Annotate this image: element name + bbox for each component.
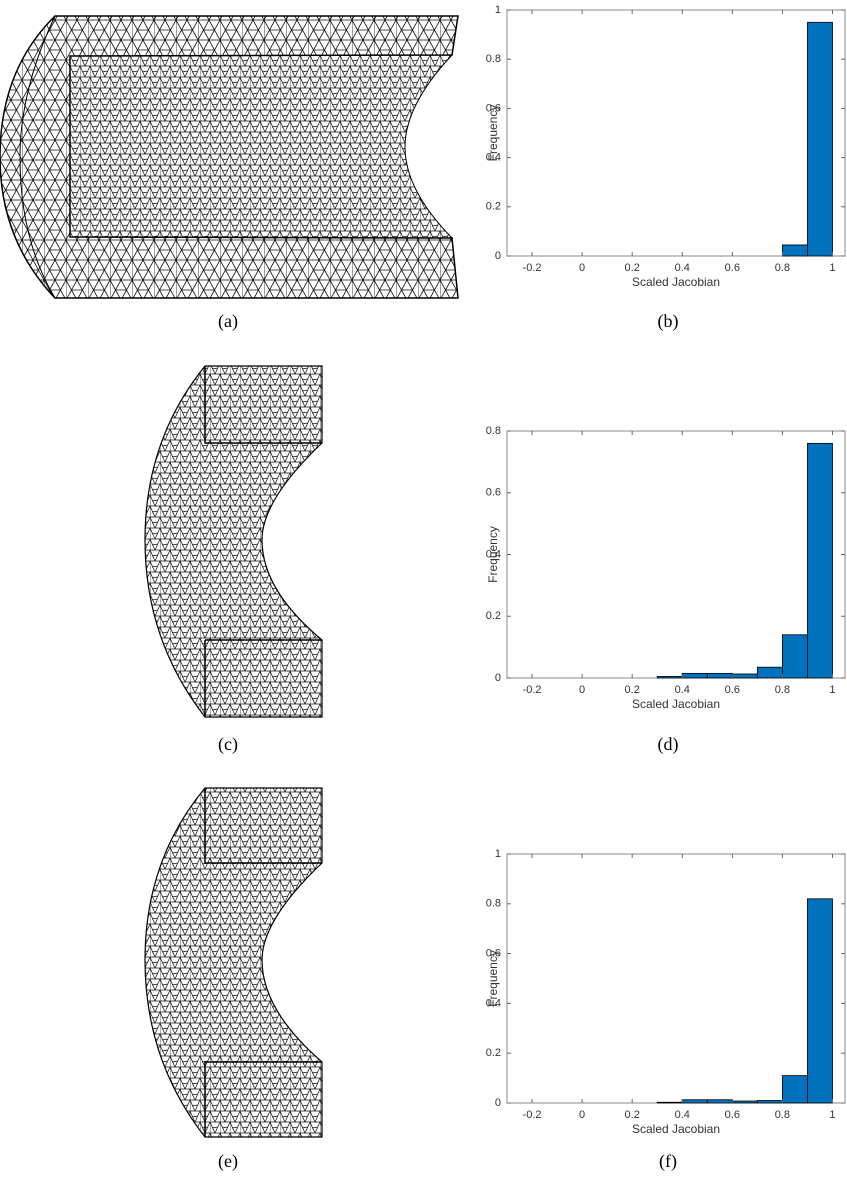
x-tick-label: 0.2 <box>625 262 640 274</box>
bar <box>706 672 733 679</box>
bar <box>656 1101 683 1104</box>
bar <box>731 1100 758 1104</box>
y-tick-label: 1 <box>495 4 501 16</box>
x-tick-label: 0 <box>579 262 585 274</box>
y-tick-label: 0.6 <box>486 102 501 114</box>
bar <box>656 676 683 679</box>
x-tick-label: 0.4 <box>675 684 690 696</box>
x-tick-label: 0 <box>579 1109 585 1121</box>
y-tick-label: 0.6 <box>486 948 501 960</box>
bar <box>681 672 708 679</box>
caption: (d) <box>658 734 679 755</box>
y-tick-label: 0.6 <box>486 487 501 499</box>
x-tick-label: 1 <box>829 1109 835 1121</box>
x-tick-label: 1 <box>829 262 835 274</box>
x-tick-label: -0.2 <box>523 1109 542 1121</box>
y-tick-label: 0.4 <box>486 997 501 1009</box>
bar <box>681 1099 708 1104</box>
y-axis-label: Frequency <box>486 950 500 1007</box>
x-tick-label: -0.2 <box>523 684 542 696</box>
bar <box>756 1100 783 1104</box>
x-tick-label: 0.8 <box>775 262 790 274</box>
bar <box>706 1099 733 1104</box>
x-tick-label: 0.8 <box>775 684 790 696</box>
caption: (c) <box>218 734 238 755</box>
bar <box>756 666 783 679</box>
bar <box>782 244 808 257</box>
y-tick-label: 0.4 <box>486 152 501 164</box>
x-tick-label: 0.6 <box>725 684 740 696</box>
bar <box>731 673 758 679</box>
x-tick-label: 0.4 <box>675 1109 690 1121</box>
x-tick-label: 0.2 <box>625 1109 640 1121</box>
y-tick-label: 0.8 <box>486 53 501 65</box>
y-tick-label: 0.2 <box>486 610 501 622</box>
y-axis-label: Frequency <box>486 105 500 162</box>
x-tick-label: 0.4 <box>675 262 690 274</box>
y-tick-label: 0.2 <box>486 201 501 213</box>
bar <box>807 898 833 1104</box>
bar <box>807 21 833 257</box>
x-tick-label: 0.6 <box>725 262 740 274</box>
caption: (b) <box>658 311 679 332</box>
y-tick-label: 1 <box>495 848 501 860</box>
y-tick-label: 0.4 <box>486 548 501 560</box>
mesh-image <box>0 15 459 299</box>
caption: (a) <box>218 311 238 332</box>
axes-box <box>506 9 846 257</box>
bar <box>782 634 808 679</box>
x-tick-label: -0.2 <box>523 262 542 274</box>
x-axis-label: Scaled Jacobian <box>632 1122 720 1136</box>
mesh-image <box>144 365 323 718</box>
y-tick-label: 0 <box>495 250 501 262</box>
axes-box <box>506 853 846 1104</box>
x-tick-label: 0.6 <box>725 1109 740 1121</box>
caption: (e) <box>218 1151 238 1172</box>
y-axis-label: Frequency <box>486 526 500 583</box>
bar <box>782 1075 808 1104</box>
x-axis-label: Scaled Jacobian <box>632 275 720 289</box>
x-tick-label: 0.2 <box>625 684 640 696</box>
x-tick-label: 0 <box>579 684 585 696</box>
caption: (f) <box>659 1151 677 1172</box>
y-tick-label: 0.2 <box>486 1047 501 1059</box>
x-tick-label: 0.8 <box>775 1109 790 1121</box>
bar <box>807 442 833 679</box>
y-tick-label: 0.8 <box>486 898 501 910</box>
y-tick-label: 0 <box>495 672 501 684</box>
y-tick-label: 0.8 <box>486 425 501 437</box>
x-axis-label: Scaled Jacobian <box>632 697 720 711</box>
x-tick-label: 1 <box>829 684 835 696</box>
y-tick-label: 0 <box>495 1097 501 1109</box>
mesh-image <box>144 787 323 1138</box>
